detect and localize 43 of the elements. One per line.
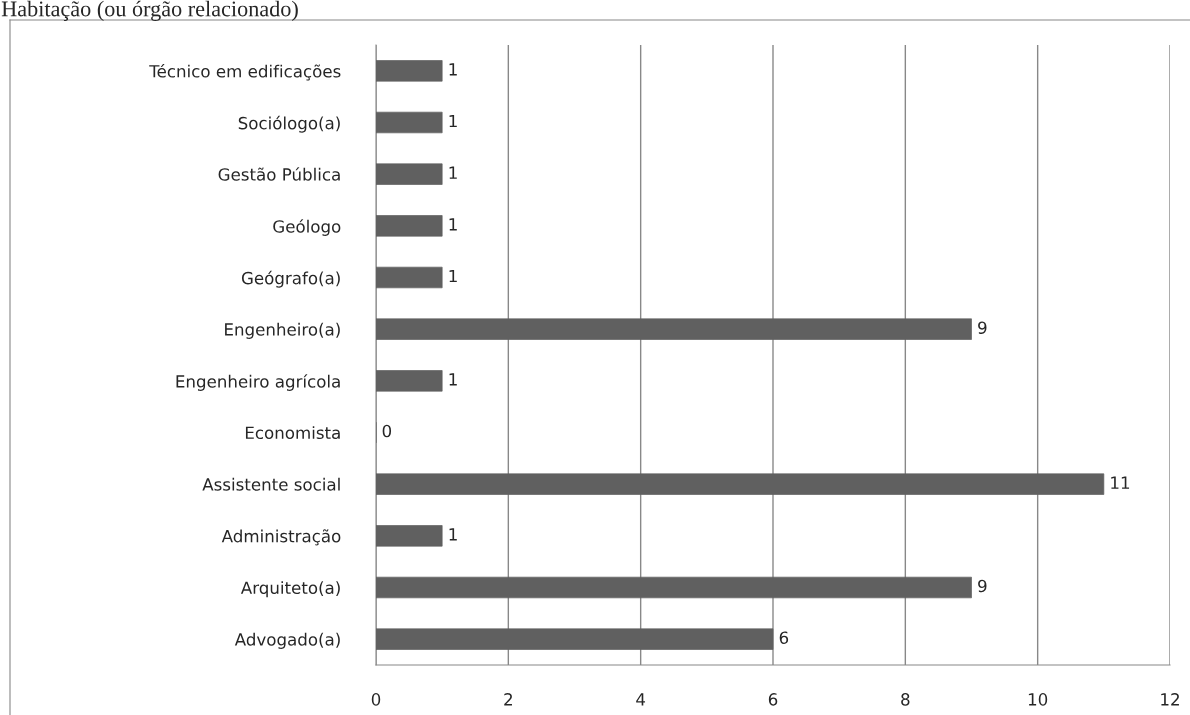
data-label: 11 — [1111, 476, 1130, 489]
y-tick-label: Sociólogo(a) — [238, 115, 340, 133]
data-label: 1 — [449, 166, 457, 179]
y-tick-label: Gestão Pública — [218, 167, 340, 181]
data-label: 1 — [449, 114, 457, 128]
data-label: 9 — [978, 321, 987, 334]
y-tick-label: Economista — [245, 426, 340, 440]
bar — [376, 215, 443, 237]
y-tick-label: Advogado(a) — [234, 632, 340, 649]
y-tick-label: Arquiteto(a) — [240, 581, 340, 598]
x-tick-label: 10 — [1028, 693, 1048, 706]
bar — [376, 266, 443, 289]
y-tick-label: Assistente social — [202, 477, 340, 491]
data-label: 0 — [382, 424, 392, 438]
bar — [376, 111, 443, 134]
bar — [376, 525, 443, 547]
x-tick-label: 2 — [504, 693, 512, 706]
bar — [376, 628, 774, 650]
data-label: 1 — [449, 269, 457, 283]
x-tick-label: 4 — [636, 693, 646, 706]
data-label: 1 — [449, 528, 457, 541]
bar — [376, 370, 443, 392]
y-tick-label: Engenheiro(a) — [225, 322, 340, 339]
data-label: 1 — [449, 63, 457, 76]
y-tick-label: Técnico em edificações — [149, 64, 341, 81]
y-tick-label: Engenheiro agrícola — [176, 374, 340, 391]
x-tick-label: 8 — [901, 693, 910, 706]
data-label: 9 — [978, 579, 987, 593]
bar — [376, 60, 443, 82]
data-label: 6 — [779, 631, 789, 644]
bar — [376, 318, 972, 340]
bar — [376, 163, 443, 185]
y-tick-label: Administração — [221, 529, 341, 546]
x-tick-label: 6 — [768, 693, 778, 706]
text: Habitação (ou órgão relacionado) — [1, 0, 298, 21]
bar — [376, 473, 1105, 495]
x-tick-label: 0 — [371, 693, 381, 706]
bar — [376, 576, 972, 599]
y-tick-label: Geólogo — [273, 219, 341, 236]
data-label: 1 — [449, 373, 457, 386]
x-tick-label: 12 — [1161, 693, 1179, 706]
y-tick-label: Geógrafo(a) — [241, 270, 340, 288]
data-label: 1 — [449, 218, 457, 231]
